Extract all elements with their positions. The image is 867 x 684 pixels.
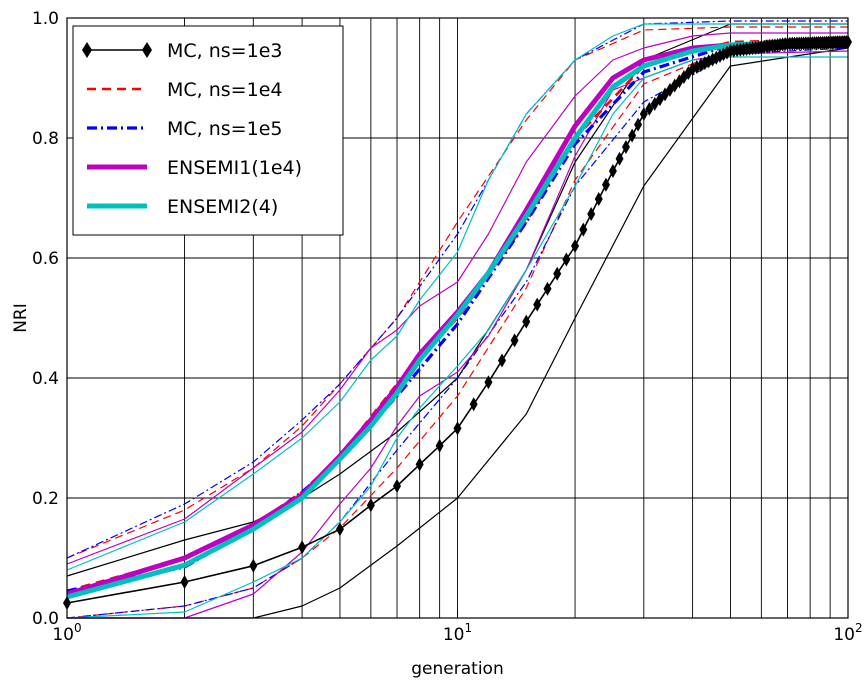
data-point-diamond [522, 314, 531, 329]
series-line-ensemi2-4 [66, 36, 849, 600]
data-point-diamond [621, 139, 630, 154]
data-point-diamond [393, 479, 402, 493]
data-point-diamond [634, 117, 643, 132]
y-tick-label: 0.6 [32, 249, 59, 269]
series-line-ensemi2-4-band-upper [66, 23, 848, 571]
legend-label: ENSEMI2(4) [167, 196, 278, 218]
data-point-diamond [571, 239, 580, 253]
legend-label: MC, ns=1e4 [167, 79, 282, 101]
data-point-diamond [366, 498, 375, 513]
x-tick-label: 102 [833, 621, 862, 645]
data-point-diamond [615, 151, 624, 166]
data-point-diamond [435, 438, 444, 453]
data-point-diamond [579, 222, 588, 237]
series-line-mc-ns-1e5-band-lower [66, 47, 849, 619]
data-point-diamond [453, 421, 462, 436]
data-point-diamond [497, 353, 506, 368]
data-point-diamond [628, 128, 637, 143]
data-point-diamond [298, 540, 307, 555]
legend-diamond [82, 42, 92, 58]
data-point-diamond [469, 397, 478, 412]
data-point-diamond [510, 333, 519, 348]
data-point-diamond [335, 522, 344, 537]
x-tick-label: 100 [52, 621, 81, 645]
series-line-ensemi1-1e4-band-upper [66, 32, 848, 565]
series-markers [63, 35, 852, 610]
series-line-mc-ns-1e4-band-upper [66, 26, 848, 559]
data-point-diamond [484, 375, 493, 390]
x-axis-label: generation [411, 659, 503, 679]
data-point-diamond [180, 575, 189, 589]
data-point-diamond [562, 252, 571, 267]
legend-label: MC, ns=1e5 [167, 118, 282, 140]
data-point-diamond [249, 558, 258, 573]
series-line-ensemi2-4-band-lower [66, 56, 848, 619]
data-point-diamond [601, 177, 610, 192]
legend-label: ENSEMI1(1e4) [167, 157, 302, 179]
data-point-diamond [639, 107, 648, 121]
data-point-diamond [533, 297, 542, 312]
data-point-diamond [587, 206, 596, 221]
y-tick-label: 0.4 [32, 369, 59, 389]
y-tick-label: 0.8 [32, 129, 59, 149]
x-tick-label: 101 [443, 621, 472, 645]
axis-ticks: 100 101 102 0.0 0.2 0.4 0.6 0.8 1.0 [32, 9, 863, 645]
data-point-diamond [645, 101, 654, 116]
legend-box [72, 25, 344, 236]
legend-label: MC, ns=1e3 [167, 40, 282, 62]
y-tick-label: 1.0 [32, 9, 59, 29]
data-point-diamond [594, 192, 603, 207]
y-tick-label: 0.0 [32, 609, 59, 629]
y-tick-label: 0.2 [32, 489, 59, 509]
legend-diamond [142, 42, 152, 58]
legend: MC, ns=1e3 MC, ns=1e4 MC, ns=1e5 ENSEMI1(1e… [72, 25, 344, 236]
data-point-diamond [415, 457, 424, 472]
series-line-mc-ns-1e4-band-lower [66, 41, 849, 619]
data-point-diamond [543, 281, 552, 296]
y-axis-label: NRI [11, 303, 31, 333]
data-point-diamond [608, 164, 617, 178]
data-point-diamond [553, 266, 562, 281]
